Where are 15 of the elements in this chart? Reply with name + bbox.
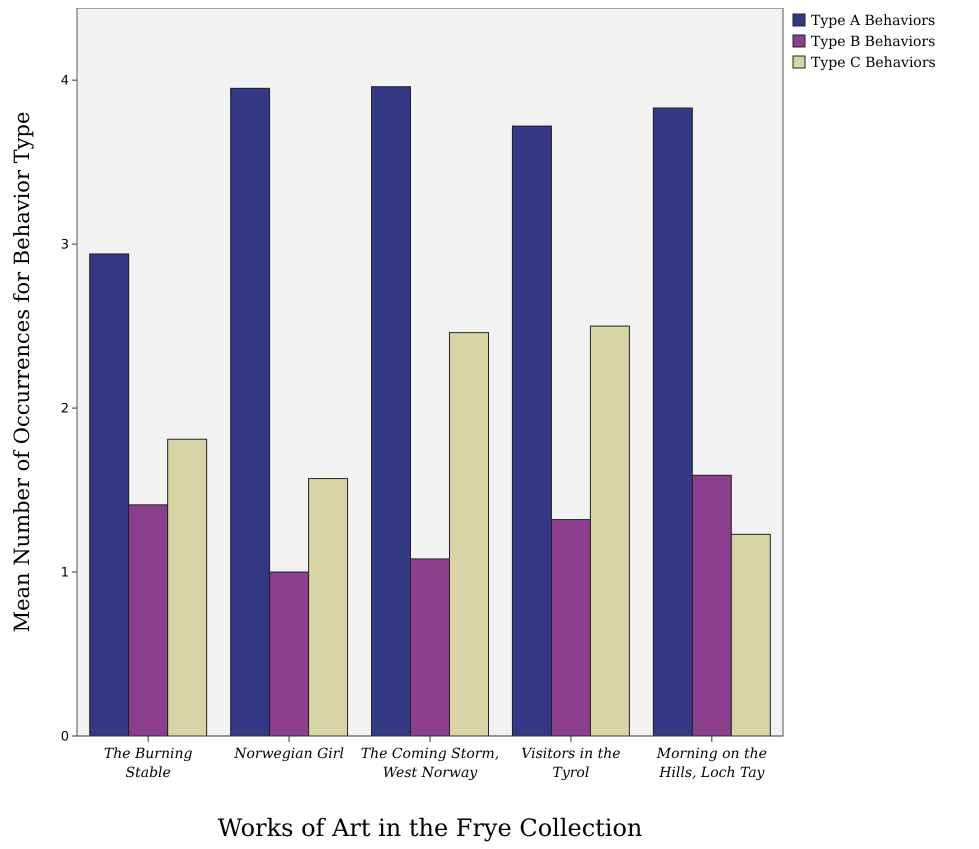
x-axis-title: Works of Art in the Frye Collection [218,814,642,842]
y-tick-label: 2 [60,402,69,417]
x-tick-label: Norwegian Girl [233,746,344,762]
y-axis-title: Mean Number of Occurrences for Behavior Type [10,112,34,632]
x-tick-label: Visitors in the Tyrol [521,746,621,781]
y-tick-label: 3 [60,238,69,253]
y-tick-label: 4 [60,74,69,89]
x-tick-label: The Coming Storm, West Norway [360,746,500,781]
y-tick-label: 0 [60,730,69,745]
legend-label: Type C Behaviors [811,55,936,71]
x-tick-label: Morning on the Hills, Loch Tay [656,746,767,781]
x-tick-label: The Burning Stable [104,746,192,781]
y-tick-label: 1 [60,566,69,581]
legend-label: Type A Behaviors [811,13,936,29]
legend-label: Type B Behaviors [811,34,936,50]
